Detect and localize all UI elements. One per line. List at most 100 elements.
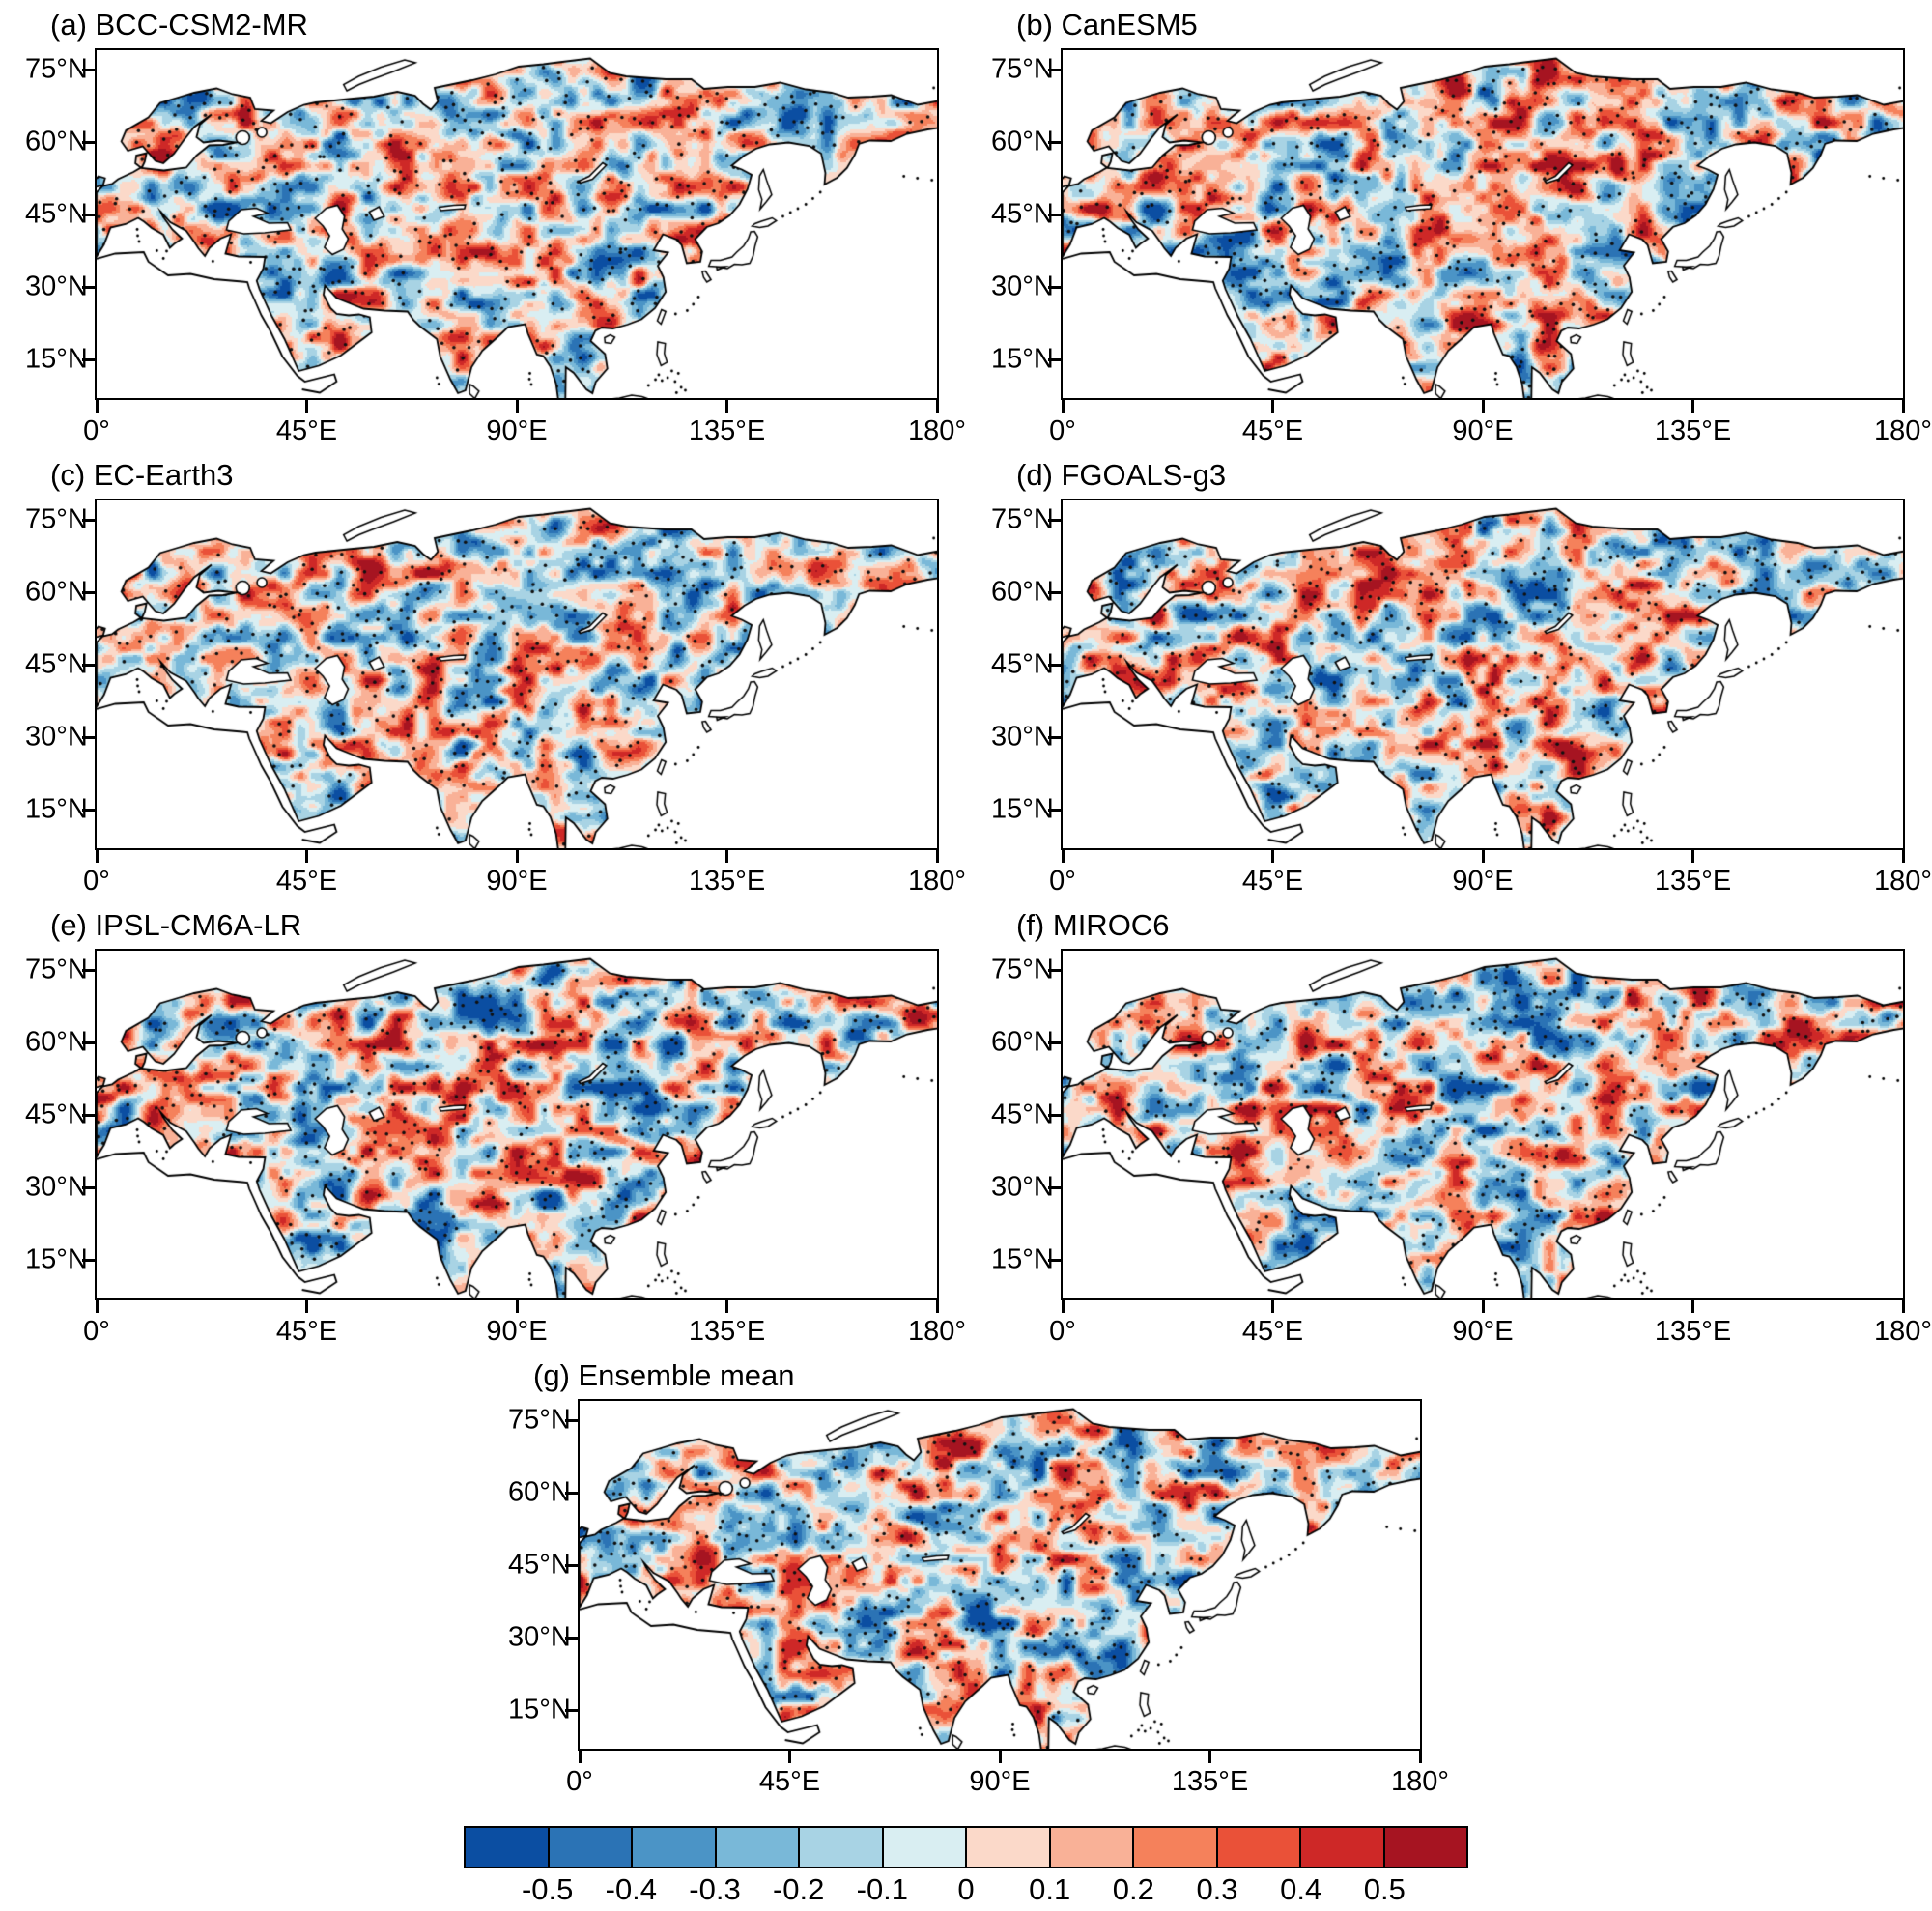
- x-tick-label: 0°: [83, 866, 110, 897]
- y-tick-label: 15°N: [991, 343, 1054, 375]
- x-tick-mark: [1901, 850, 1905, 863]
- x-tick-label: 90°E: [1452, 415, 1514, 446]
- y-tick-mark: [1048, 1113, 1061, 1117]
- colorbar-label: -0.2: [772, 1872, 825, 1906]
- x-tick-label: 135°E: [1654, 415, 1732, 446]
- y-tick-label: 75°N: [25, 53, 88, 85]
- y-tick-label: 15°N: [991, 793, 1054, 825]
- x-tick-mark: [305, 850, 308, 863]
- y-tick-label: 15°N: [25, 1243, 88, 1275]
- y-tick-mark: [1048, 518, 1061, 522]
- y-tick-mark: [82, 1185, 95, 1189]
- colorbar-cell: [881, 1828, 965, 1867]
- map-frame: [95, 48, 939, 400]
- y-tick-label: 60°N: [991, 1026, 1054, 1058]
- map-canvas-e: [97, 951, 937, 1298]
- x-tick-mark: [1691, 400, 1694, 413]
- y-tick-label: 75°N: [991, 954, 1054, 985]
- x-tick-label: 135°E: [1654, 866, 1732, 897]
- panel-b: (b) CanESM5 75°N 60°N 45°N 30°N 15°N 0° 45°E 90…: [991, 8, 1932, 448]
- x-tick-mark: [1418, 1751, 1422, 1763]
- map-frame: [95, 499, 939, 850]
- x-tick-label: 135°E: [1654, 1316, 1732, 1347]
- colorbar-label: -0.3: [689, 1872, 741, 1906]
- x-tick-mark: [1901, 400, 1905, 413]
- y-tick-mark: [1048, 968, 1061, 972]
- y-tick-mark: [1048, 1258, 1061, 1262]
- panel-f: (f) MIROC6 75°N 60°N 45°N 30°N 15°N 0° 45°E 90°…: [991, 908, 1932, 1349]
- y-tick-mark: [82, 1258, 95, 1262]
- y-tick-label: 60°N: [25, 126, 88, 157]
- panel-c-map-area: 75°N 60°N 45°N 30°N 15°N 0° 45°E 90°E 135°E 180°: [25, 499, 966, 898]
- x-tick-mark: [1061, 1300, 1065, 1313]
- x-tick-label: 135°E: [1171, 1766, 1249, 1797]
- panel-g-map-area: 75°N 60°N 45°N 30°N 15°N 0° 45°E 90°E 135°E 180°: [508, 1399, 1449, 1799]
- colorbar-cell: [1215, 1828, 1299, 1867]
- x-tick-label: 180°: [908, 415, 966, 446]
- y-tick-label: 45°N: [991, 1098, 1054, 1130]
- colorbar-label: -0.4: [605, 1872, 658, 1906]
- y-tick-mark: [1048, 285, 1061, 289]
- x-tick-mark: [95, 400, 99, 413]
- y-tick-label: 30°N: [991, 271, 1054, 302]
- x-tick-mark: [1061, 850, 1065, 863]
- x-tick-label: 90°E: [486, 415, 548, 446]
- x-tick-mark: [305, 400, 308, 413]
- y-tick-label: 60°N: [991, 126, 1054, 157]
- y-tick-mark: [82, 968, 95, 972]
- y-tick-mark: [565, 1708, 578, 1712]
- x-tick-mark: [935, 1300, 939, 1313]
- colorbar-cell: [547, 1828, 631, 1867]
- x-tick-mark: [725, 850, 728, 863]
- y-tick-label: 60°N: [508, 1476, 571, 1508]
- x-tick-label: 180°: [1874, 415, 1932, 446]
- y-tick-label: 30°N: [25, 1171, 88, 1203]
- colorbar-label: -0.1: [856, 1872, 909, 1906]
- x-tick-mark: [725, 1300, 728, 1313]
- x-tick-mark: [725, 400, 728, 413]
- y-tick-label: 30°N: [508, 1621, 571, 1653]
- y-tick-label: 30°N: [991, 1171, 1054, 1203]
- x-tick-mark: [1271, 400, 1274, 413]
- map-frame: [1061, 48, 1905, 400]
- x-tick-label: 45°E: [1241, 866, 1304, 897]
- panel-d: (d) FGOALS-g3 75°N 60°N 45°N 30°N 15°N 0° 45°E…: [991, 458, 1932, 898]
- colorbar-label: 0.1: [1029, 1872, 1071, 1906]
- panel-d-title: (d) FGOALS-g3: [1016, 458, 1227, 492]
- map-canvas-g: [580, 1401, 1420, 1749]
- colorbar-cell: [965, 1828, 1049, 1867]
- x-tick-label: 90°E: [969, 1766, 1031, 1797]
- y-tick-mark: [82, 663, 95, 667]
- x-tick-label: 135°E: [688, 866, 766, 897]
- map-frame: [95, 949, 939, 1300]
- colorbar-cell: [631, 1828, 715, 1867]
- x-tick-mark: [1481, 400, 1485, 413]
- y-tick-label: 75°N: [25, 954, 88, 985]
- y-tick-label: 15°N: [508, 1694, 571, 1726]
- y-tick-label: 60°N: [25, 576, 88, 608]
- panel-a-map-area: 75°N 60°N 45°N 30°N 15°N 0° 45°E 90°E 135°E 180°: [25, 48, 966, 448]
- colorbar-label: 0: [957, 1872, 975, 1906]
- x-tick-label: 45°E: [275, 866, 338, 897]
- x-tick-mark: [935, 400, 939, 413]
- x-tick-label: 45°E: [275, 415, 338, 446]
- map-canvas-b: [1063, 50, 1903, 398]
- y-tick-mark: [1048, 735, 1061, 739]
- x-tick-label: 0°: [83, 415, 110, 446]
- y-tick-label: 45°N: [508, 1549, 571, 1581]
- panel-b-title: (b) CanESM5: [1016, 8, 1198, 42]
- y-tick-label: 15°N: [25, 793, 88, 825]
- y-tick-mark: [1048, 1041, 1061, 1044]
- x-tick-label: 45°E: [275, 1316, 338, 1347]
- panel-grid: (a) BCC-CSM2-MR 75°N 60°N 45°N 30°N 15°N 0° 45…: [0, 8, 1932, 1799]
- colorbar: -0.5 -0.4 -0.3 -0.2 -0.1 0 0.1 0.2 0.3 0.4 0.5: [464, 1826, 1468, 1911]
- panel-d-map-area: 75°N 60°N 45°N 30°N 15°N 0° 45°E 90°E 135°E 180°: [991, 499, 1932, 898]
- y-tick-label: 75°N: [991, 503, 1054, 535]
- x-tick-label: 180°: [1874, 866, 1932, 897]
- colorbar-cell: [1299, 1828, 1383, 1867]
- y-tick-label: 30°N: [991, 721, 1054, 753]
- panel-g: (g) Ensemble mean 75°N 60°N 45°N 30°N 15°N 0°…: [508, 1358, 1449, 1799]
- colorbar-label: 0.5: [1363, 1872, 1406, 1906]
- x-tick-mark: [95, 1300, 99, 1313]
- colorbar-label: -0.5: [521, 1872, 574, 1906]
